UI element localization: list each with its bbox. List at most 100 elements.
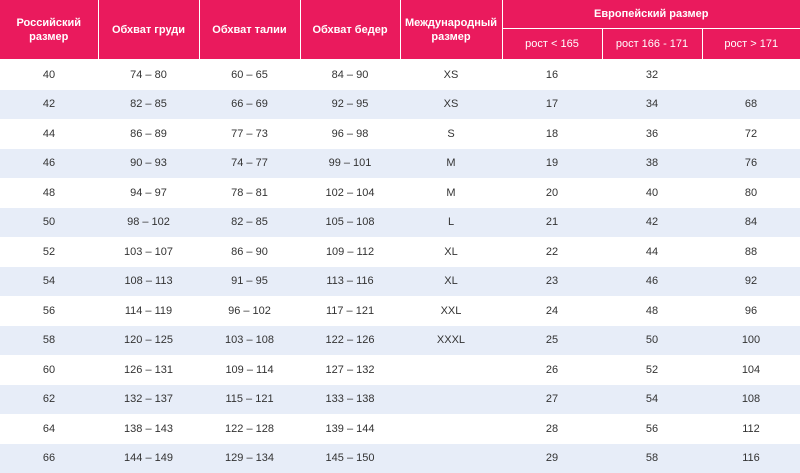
table-cell: 90 – 93 xyxy=(98,148,199,178)
table-cell: 66 – 69 xyxy=(199,89,300,119)
table-cell: 86 – 90 xyxy=(231,245,268,258)
table-cell: 109 – 112 xyxy=(325,245,375,258)
table-cell: 58 xyxy=(0,325,98,355)
table-cell: 68 xyxy=(702,89,800,119)
table-cell: 26 xyxy=(545,363,559,376)
table-row: 42 82 – 85 66 – 69 92 – 95 XS 17 34 68 xyxy=(0,89,800,119)
table-cell: 52 xyxy=(645,363,659,376)
table-cell: 72 xyxy=(744,127,758,140)
table-cell: 44 xyxy=(645,245,659,258)
header-row: рост < 165 рост 166 - 171 рост > 171 xyxy=(0,28,800,60)
table-cell: XL xyxy=(400,266,502,296)
table-cell: 18 xyxy=(545,127,559,140)
table-cell: 105 – 108 xyxy=(300,207,400,237)
table-cell: 19 xyxy=(502,148,602,178)
table-header: Российский размер Обхват груди Обхват та… xyxy=(0,0,800,60)
table-cell: 48 xyxy=(42,186,56,199)
table-cell xyxy=(702,60,800,90)
table-cell: 113 – 116 xyxy=(300,266,400,296)
table-cell: 92 – 95 xyxy=(300,89,400,119)
table-cell: 40 xyxy=(645,186,659,199)
table-cell: 144 – 149 xyxy=(98,443,199,473)
table-cell: 46 xyxy=(602,266,702,296)
table-row: 60 126 – 131 109 – 114 127 – 132 26 52 104 xyxy=(0,355,800,385)
table-row: 62 132 – 137 115 – 121 133 – 138 27 54 108 xyxy=(0,384,800,414)
table-cell: 103 – 108 xyxy=(199,325,300,355)
table-cell: 139 – 144 xyxy=(325,422,375,435)
table-cell: 42 xyxy=(602,207,702,237)
table-row: 40 74 – 80 60 – 65 84 – 90 XS 16 32 xyxy=(0,60,800,90)
table-cell: 91 – 95 xyxy=(199,266,300,296)
table-cell: S xyxy=(447,127,455,140)
table-row: 44 86 – 89 77 – 73 96 – 98 S 18 36 72 xyxy=(0,119,800,149)
table-body: 40 74 – 80 60 – 65 84 – 90 XS 16 32 42 82 – 85 66… xyxy=(0,60,800,473)
table-row: 56 114 – 119 96 – 102 117 – 121 XXL 24 48 96 xyxy=(0,296,800,326)
table-cell: 38 xyxy=(602,148,702,178)
table-cell: 17 xyxy=(502,89,602,119)
table-cell: 20 xyxy=(545,186,559,199)
table-cell: 46 xyxy=(0,148,98,178)
table-cell: 126 – 131 xyxy=(124,363,173,376)
table-cell: 132 – 137 xyxy=(98,384,199,414)
table-cell: 56 xyxy=(645,422,659,435)
table-cell: 24 xyxy=(545,304,559,317)
table-cell: 82 – 85 xyxy=(199,207,300,237)
table-cell: 96 – 102 xyxy=(228,304,271,317)
table-cell: 109 – 114 xyxy=(225,363,274,376)
table-cell: 56 xyxy=(42,304,56,317)
table-cell xyxy=(400,443,502,473)
table-cell: 58 xyxy=(602,443,702,473)
table-cell: M xyxy=(400,148,502,178)
table-row: 50 98 – 102 82 – 85 105 – 108 L 21 42 84 xyxy=(0,207,800,237)
table-cell: 138 – 143 xyxy=(124,422,173,435)
table-cell: 78 – 81 xyxy=(231,186,268,199)
table-cell: 32 xyxy=(645,68,659,81)
table-cell: 64 xyxy=(42,422,56,435)
table-row: 46 90 – 93 74 – 77 99 – 101 M 19 38 76 xyxy=(0,148,800,178)
table-cell: 21 xyxy=(502,207,602,237)
table-cell: XS xyxy=(400,89,502,119)
table-cell: 129 – 134 xyxy=(199,443,300,473)
sub-header: рост > 171 xyxy=(701,28,800,60)
table-cell: 77 – 73 xyxy=(231,127,268,140)
table-cell: 92 xyxy=(702,266,800,296)
table-cell: 16 xyxy=(545,68,559,81)
table-cell: 98 – 102 xyxy=(98,207,199,237)
table-row: 54 108 – 113 91 – 95 113 – 116 XL 23 46 92 xyxy=(0,266,800,296)
table-cell: 103 – 107 xyxy=(124,245,173,258)
table-cell xyxy=(400,414,502,444)
table-cell: 29 xyxy=(502,443,602,473)
sub-header: рост < 165 xyxy=(501,28,603,60)
table-cell: 60 – 65 xyxy=(231,68,268,81)
table-cell: 96 – 98 xyxy=(331,127,369,140)
column-header: Международный размер xyxy=(399,0,503,60)
table-cell: 122 – 128 xyxy=(225,422,274,435)
table-row: 48 94 – 97 78 – 81 102 – 104 M 20 40 80 xyxy=(0,178,800,208)
column-header: Обхват груди xyxy=(97,0,200,60)
table-cell: 102 – 104 xyxy=(325,186,375,199)
header-row: Российский размер Обхват груди Обхват та… xyxy=(0,0,800,60)
table-cell: 54 xyxy=(0,266,98,296)
table-cell: 40 xyxy=(42,68,56,81)
table-cell xyxy=(400,384,502,414)
table-cell: 88 xyxy=(744,245,758,258)
table-cell: 145 – 150 xyxy=(300,443,400,473)
table-cell: 50 xyxy=(602,325,702,355)
table-cell: 62 xyxy=(0,384,98,414)
table-row: 58 120 – 125 103 – 108 122 – 126 XXXL 25 50 100 xyxy=(0,325,800,355)
column-header: Обхват талии xyxy=(198,0,301,60)
table-cell: 23 xyxy=(502,266,602,296)
table-cell: 99 – 101 xyxy=(300,148,400,178)
table-cell: 48 xyxy=(645,304,659,317)
table-row: 52 103 – 107 86 – 90 109 – 112 XL 22 44 88 xyxy=(0,237,800,267)
table-cell: 120 – 125 xyxy=(98,325,199,355)
group-header: Европейский размер xyxy=(501,0,800,29)
table-cell: XL xyxy=(444,245,458,258)
table-cell: 28 xyxy=(545,422,559,435)
table-cell: XS xyxy=(443,68,459,81)
table-cell: 86 – 89 xyxy=(130,127,167,140)
table-cell: 127 – 132 xyxy=(325,363,375,376)
table-cell: XXL xyxy=(440,304,462,317)
table-cell: 22 xyxy=(545,245,559,258)
